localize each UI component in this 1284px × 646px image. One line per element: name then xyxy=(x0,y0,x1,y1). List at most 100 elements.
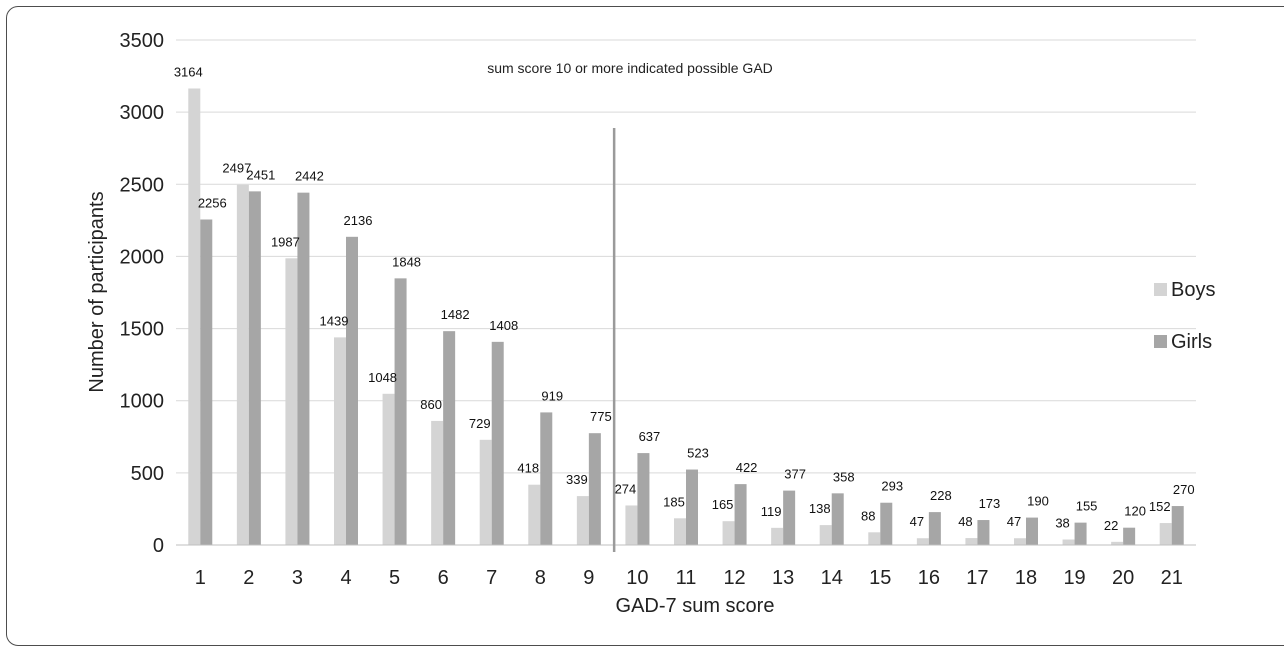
x-tick-label: 21 xyxy=(1161,567,1183,589)
boys-data-label: 47 xyxy=(910,514,924,529)
x-axis-ticks: 1 2 3 4 5 6 7 8 9 10 11 12 13 14 15 16 17 18 19 20 21 xyxy=(195,567,1183,589)
boys-data-label: 38 xyxy=(1055,516,1069,531)
girls-data-label: 190 xyxy=(1027,494,1049,509)
x-tick-label: 20 xyxy=(1112,567,1134,589)
y-tick-label: 500 xyxy=(131,463,164,485)
x-tick-label: 13 xyxy=(772,567,794,589)
boys-data-label: 729 xyxy=(469,416,491,431)
girls-bar xyxy=(928,512,941,545)
boys-bar xyxy=(431,420,444,545)
girls-bar xyxy=(734,484,747,545)
x-axis-title: GAD-7 sum score xyxy=(616,595,775,617)
boys-data-label: 48 xyxy=(958,514,972,529)
boys-bar xyxy=(285,258,298,545)
boys-bar xyxy=(576,496,589,545)
girls-bar xyxy=(1123,527,1136,545)
girls-bar xyxy=(200,219,213,545)
boys-data-label: 165 xyxy=(712,497,734,512)
y-tick-label: 1000 xyxy=(120,391,165,413)
girls-data-label: 919 xyxy=(541,388,563,403)
data-labels: 3164 2497 1987 1439 1048 860 729 418 339 274 185 16… xyxy=(174,64,1195,532)
girls-data-label: 228 xyxy=(930,488,952,503)
girls-data-label: 2451 xyxy=(246,167,275,182)
girls-bar xyxy=(637,453,650,545)
girls-bar xyxy=(297,192,310,545)
girls-bar xyxy=(1171,506,1184,545)
y-tick-label: 2500 xyxy=(120,174,165,196)
girls-data-label: 2256 xyxy=(198,195,227,210)
boys-bar xyxy=(334,337,346,545)
boys-data-label: 138 xyxy=(809,501,831,516)
girls-bar xyxy=(831,493,844,545)
boys-bar xyxy=(722,521,735,545)
boys-bar xyxy=(916,538,929,545)
girls-data-label: 2442 xyxy=(295,169,324,184)
boys-bar xyxy=(382,393,395,545)
x-tick-label: 4 xyxy=(340,567,351,589)
y-tick-label: 1500 xyxy=(120,319,165,341)
boys-bar xyxy=(188,88,201,545)
girls-bar xyxy=(783,490,796,545)
girls-data-label: 422 xyxy=(736,460,758,475)
x-tick-label: 12 xyxy=(723,567,745,589)
boys-data-label: 274 xyxy=(615,481,637,496)
girls-data-label: 377 xyxy=(784,467,806,482)
boys-bar xyxy=(965,538,978,545)
y-tick-label: 3000 xyxy=(120,102,165,124)
boys-data-label: 119 xyxy=(761,504,782,519)
girls-bar xyxy=(1074,522,1087,545)
boys-data-label: 88 xyxy=(861,508,875,523)
boys-data-label: 47 xyxy=(1007,514,1021,529)
boys-bar xyxy=(674,518,686,545)
boys-data-label: 2497 xyxy=(222,161,251,176)
x-tick-label: 17 xyxy=(966,567,988,589)
boys-bar xyxy=(528,484,541,545)
x-tick-label: 15 xyxy=(869,567,891,589)
girls-data-label: 637 xyxy=(639,429,661,444)
girls-bar xyxy=(977,520,990,545)
gridlines xyxy=(176,39,1196,474)
boys-legend-swatch xyxy=(1154,283,1167,296)
girls-data-label: 1848 xyxy=(392,254,421,269)
girls-data-label: 173 xyxy=(979,496,1001,511)
girls-data-label: 1408 xyxy=(489,318,518,333)
girls-bar xyxy=(540,412,553,545)
girls-bar xyxy=(588,433,601,545)
boys-bar xyxy=(1062,539,1075,545)
girls-bar xyxy=(1026,517,1038,545)
x-tick-label: 16 xyxy=(918,567,940,589)
x-tick-label: 3 xyxy=(292,567,303,589)
girls-data-label: 120 xyxy=(1124,504,1146,519)
girls-data-label: 2136 xyxy=(344,213,373,228)
girls-data-label: 523 xyxy=(687,446,709,461)
girls-bar xyxy=(346,236,358,545)
x-tick-label: 2 xyxy=(243,567,254,589)
y-tick-label: 2000 xyxy=(120,246,165,268)
boys-data-label: 152 xyxy=(1149,499,1171,514)
boys-legend-label: Boys xyxy=(1171,279,1215,301)
girls-data-label: 270 xyxy=(1173,482,1195,497)
girls-bar xyxy=(880,502,893,545)
y-tick-label: 0 xyxy=(153,535,164,557)
girls-data-label: 358 xyxy=(833,469,855,484)
girls-bar xyxy=(248,191,261,545)
girls-bar xyxy=(443,331,456,545)
girls-data-label: 1482 xyxy=(441,307,470,322)
girls-data-label: 155 xyxy=(1076,499,1098,514)
x-tick-label: 8 xyxy=(535,567,546,589)
boys-bar xyxy=(236,184,249,545)
boys-data-label: 3164 xyxy=(174,64,203,79)
girls-legend-swatch xyxy=(1154,335,1167,348)
x-tick-label: 11 xyxy=(676,567,697,589)
boys-data-label: 1048 xyxy=(368,370,397,385)
boys-bar xyxy=(1111,541,1124,545)
girls-bar xyxy=(491,341,504,545)
boys-bar xyxy=(1159,523,1172,545)
threshold-annotation: sum score 10 or more indicated possible … xyxy=(487,60,773,76)
girls-bar xyxy=(686,469,698,545)
bars xyxy=(188,88,1184,545)
boys-data-label: 1439 xyxy=(320,313,349,328)
legend: Boys Girls xyxy=(1154,279,1215,353)
girls-data-label: 775 xyxy=(590,409,612,424)
boys-data-label: 860 xyxy=(420,397,442,412)
